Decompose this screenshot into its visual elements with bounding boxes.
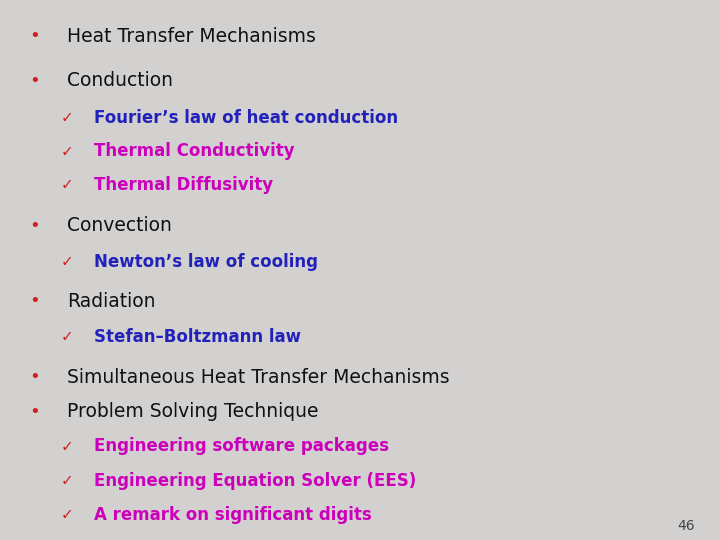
- Text: ✓: ✓: [60, 144, 73, 159]
- Text: ✓: ✓: [60, 507, 73, 522]
- Text: Problem Solving Technique: Problem Solving Technique: [67, 402, 318, 421]
- Text: Fourier’s law of heat conduction: Fourier’s law of heat conduction: [94, 109, 397, 127]
- Text: ✓: ✓: [60, 439, 73, 454]
- Text: •: •: [30, 27, 40, 45]
- Text: Engineering software packages: Engineering software packages: [94, 437, 389, 455]
- Text: •: •: [30, 72, 40, 90]
- Text: ✓: ✓: [60, 473, 73, 488]
- Text: Radiation: Radiation: [67, 292, 156, 311]
- Text: ✓: ✓: [60, 177, 73, 192]
- Text: Conduction: Conduction: [67, 71, 173, 91]
- Text: Thermal Diffusivity: Thermal Diffusivity: [94, 176, 273, 193]
- Text: Stefan–Boltzmann law: Stefan–Boltzmann law: [94, 328, 301, 346]
- Text: Heat Transfer Mechanisms: Heat Transfer Mechanisms: [67, 26, 316, 45]
- Text: •: •: [30, 217, 40, 235]
- Text: Thermal Conductivity: Thermal Conductivity: [94, 142, 294, 160]
- Text: A remark on significant digits: A remark on significant digits: [94, 506, 372, 524]
- Text: Simultaneous Heat Transfer Mechanisms: Simultaneous Heat Transfer Mechanisms: [67, 368, 449, 387]
- Text: ✓: ✓: [60, 254, 73, 269]
- Text: Engineering Equation Solver (EES): Engineering Equation Solver (EES): [94, 471, 416, 490]
- Text: Convection: Convection: [67, 217, 172, 235]
- Text: •: •: [30, 403, 40, 421]
- Text: 46: 46: [678, 519, 695, 533]
- Text: Newton’s law of cooling: Newton’s law of cooling: [94, 253, 318, 271]
- Text: •: •: [30, 293, 40, 310]
- Text: ✓: ✓: [60, 110, 73, 125]
- Text: ✓: ✓: [60, 329, 73, 344]
- Text: •: •: [30, 368, 40, 386]
